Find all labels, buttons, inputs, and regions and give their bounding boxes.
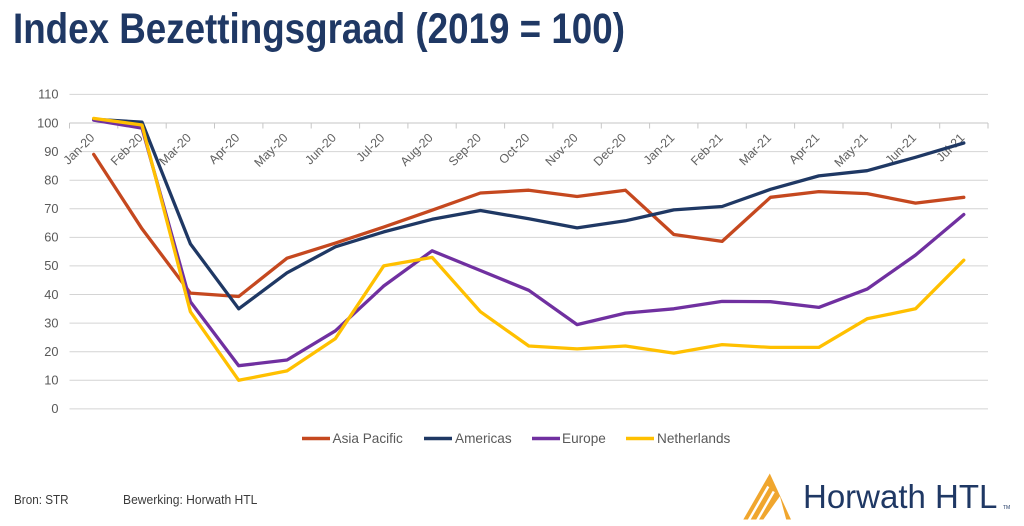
svg-text:Netherlands: Netherlands xyxy=(657,431,731,446)
svg-text:Sep-20: Sep-20 xyxy=(446,131,484,169)
svg-text:Apr-21: Apr-21 xyxy=(786,131,822,167)
svg-text:Apr-20: Apr-20 xyxy=(206,131,242,167)
svg-text:10: 10 xyxy=(44,373,58,388)
svg-text:0: 0 xyxy=(51,401,58,416)
svg-text:Aug-20: Aug-20 xyxy=(398,131,436,169)
svg-text:Asia Pacific: Asia Pacific xyxy=(333,431,403,446)
svg-text:110: 110 xyxy=(38,87,58,102)
svg-text:Mar-20: Mar-20 xyxy=(156,131,194,169)
svg-text:Mar-21: Mar-21 xyxy=(736,131,774,169)
svg-text:Dec-20: Dec-20 xyxy=(591,131,629,169)
svg-text:May-21: May-21 xyxy=(832,131,871,170)
svg-text:Oct-20: Oct-20 xyxy=(496,131,532,167)
svg-text:Jan-20: Jan-20 xyxy=(61,131,98,168)
svg-text:90: 90 xyxy=(44,144,58,159)
svg-text:Nov-20: Nov-20 xyxy=(543,131,581,169)
svg-text:100: 100 xyxy=(37,115,58,130)
svg-text:Feb-21: Feb-21 xyxy=(688,131,726,169)
svg-text:Jan-21: Jan-21 xyxy=(641,131,678,168)
svg-text:Jun-20: Jun-20 xyxy=(302,131,339,168)
svg-text:80: 80 xyxy=(44,173,58,188)
svg-text:40: 40 xyxy=(44,287,58,302)
svg-text:50: 50 xyxy=(44,258,58,273)
svg-text:Feb-20: Feb-20 xyxy=(108,131,146,169)
svg-text:Americas: Americas xyxy=(455,431,512,446)
svg-text:May-20: May-20 xyxy=(251,131,290,170)
svg-text:20: 20 xyxy=(44,344,58,359)
svg-text:70: 70 xyxy=(44,201,58,216)
svg-text:Europe: Europe xyxy=(562,431,606,446)
svg-text:30: 30 xyxy=(44,315,58,330)
svg-text:60: 60 xyxy=(44,230,58,245)
svg-text:Jul-20: Jul-20 xyxy=(354,131,388,165)
